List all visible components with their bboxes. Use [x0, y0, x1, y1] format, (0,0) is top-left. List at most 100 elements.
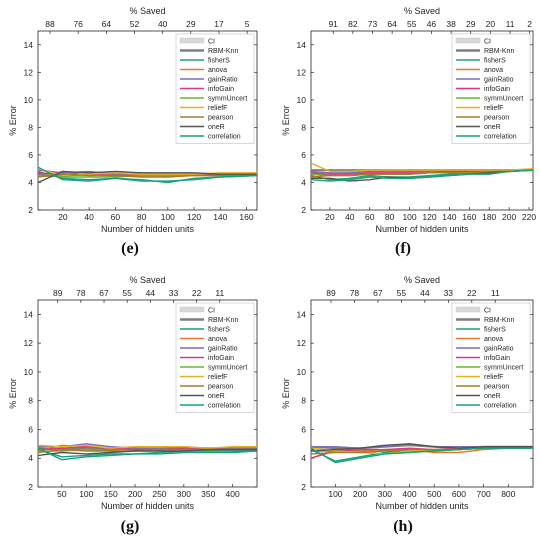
- x-tick-label: 20: [325, 212, 335, 222]
- top-tick-label: 82: [348, 19, 358, 29]
- legend-label: anova: [208, 67, 227, 74]
- top-tick-label: 44: [420, 288, 430, 298]
- legend-label: anova: [484, 336, 503, 343]
- x-tick-label: 160: [462, 212, 476, 222]
- x-tick-label: 200: [128, 489, 142, 499]
- legend-label: infoGain: [208, 86, 234, 93]
- legend-swatch-CI: [179, 306, 205, 313]
- series-line-correlation: [37, 447, 258, 461]
- legend-label: oneR: [208, 393, 225, 400]
- y-tick-label: 4: [28, 177, 33, 187]
- top-tick-label: 55: [407, 19, 417, 29]
- y-tick-label: 10: [297, 95, 307, 105]
- legend-label: anova: [484, 67, 503, 74]
- top-tick-label: 76: [73, 19, 83, 29]
- legend-label: reliefF: [484, 374, 503, 381]
- top-tick-label: 38: [446, 19, 456, 29]
- x-tick-label: 300: [177, 489, 191, 499]
- x-tick-label: 350: [201, 489, 215, 499]
- x-tick-label: 150: [104, 489, 118, 499]
- y-tick-label: 14: [24, 309, 34, 319]
- y-tick-label: 10: [297, 367, 307, 377]
- top-tick-label: 46: [427, 19, 437, 29]
- x-tick-label: 100: [161, 212, 175, 222]
- y-tick-label: 10: [24, 367, 34, 377]
- x-tick-label: 120: [422, 212, 436, 222]
- legend-label: pearson: [208, 115, 233, 122]
- y-tick-label: 10: [24, 95, 34, 105]
- y-axis-label: % Error: [281, 105, 291, 136]
- legend-label: infoGain: [208, 355, 234, 362]
- legend-label: correlation: [484, 134, 517, 141]
- top-tick-label: 64: [102, 19, 112, 29]
- legend-label: gainRatio: [208, 346, 238, 353]
- legend-label: oneR: [484, 124, 501, 131]
- y-tick-label: 14: [297, 40, 307, 50]
- x-axis-label: Number of hidden units: [101, 224, 195, 234]
- top-tick-label: 64: [387, 19, 397, 29]
- legend-label: RBM-Knn: [208, 48, 238, 55]
- legend-label: pearson: [484, 384, 509, 391]
- legend-swatch-CI: [179, 37, 205, 44]
- top-tick-label: 78: [350, 288, 360, 298]
- legend-label: gainRatio: [484, 77, 514, 84]
- legend-label: reliefF: [208, 105, 227, 112]
- chart-panel: 2 4 6 8 10 12 14 20 40 60 80 100 120 140 160 88 76 64 52 40…: [8, 6, 258, 234]
- x-tick-label: 60: [365, 212, 375, 222]
- x-tick-label: 180: [482, 212, 496, 222]
- top-tick-label: 78: [76, 288, 86, 298]
- y-tick-label: 6: [301, 424, 306, 434]
- top-tick-label: 2: [527, 19, 532, 29]
- chart-panel: 2 4 6 8 10 12 14 100 200 300 400 500 600 700 800 89 78 67…: [281, 275, 534, 511]
- y-axis-label: % Error: [8, 105, 18, 136]
- series-line-oneR: [37, 448, 257, 457]
- y-tick-label: 6: [28, 424, 33, 434]
- top-tick-label: 29: [466, 19, 476, 29]
- top-tick-label: 11: [506, 19, 515, 29]
- y-tick-label: 12: [297, 338, 307, 348]
- x-tick-label: 50: [57, 489, 67, 499]
- legend-label: fisherS: [484, 58, 506, 65]
- y-tick-label: 4: [28, 453, 33, 463]
- series-line-reliefF: [37, 444, 257, 449]
- legend-swatch-CI: [455, 306, 481, 313]
- top-tick-label: 11: [215, 288, 224, 298]
- x-axis-label: Number of hidden units: [375, 224, 469, 234]
- legend-label: anova: [208, 336, 227, 343]
- legend-label: RBM-Knn: [484, 317, 514, 324]
- panel-caption: (f): [395, 240, 411, 257]
- y-tick-label: 2: [301, 205, 306, 215]
- x-tick-label: 160: [239, 212, 253, 222]
- legend-label: symmUncert: [208, 96, 247, 103]
- x-tick-label: 40: [345, 212, 355, 222]
- y-tick-label: 6: [301, 150, 306, 160]
- legend-label: correlation: [208, 403, 241, 410]
- legend-label: CI: [484, 308, 491, 315]
- legend-label: reliefF: [484, 105, 503, 112]
- x-tick-label: 100: [402, 212, 416, 222]
- x-tick-label: 20: [58, 212, 68, 222]
- legend-label: RBM-Knn: [484, 48, 514, 55]
- y-tick-label: 12: [24, 67, 34, 77]
- y-tick-label: 4: [301, 453, 306, 463]
- legend-label: symmUncert: [484, 96, 523, 103]
- top-axis-label: % Saved: [404, 275, 440, 285]
- top-axis-label: % Saved: [129, 6, 165, 16]
- x-tick-label: 400: [226, 489, 240, 499]
- x-tick-label: 80: [385, 212, 395, 222]
- y-tick-label: 2: [28, 482, 33, 492]
- series-line-oneR: [310, 443, 533, 452]
- legend-label: reliefF: [208, 374, 227, 381]
- legend-swatch-CI: [455, 37, 481, 44]
- legend-label: RBM-Knn: [208, 317, 238, 324]
- y-axis-label: % Error: [281, 378, 291, 409]
- y-tick-label: 8: [301, 396, 306, 406]
- top-tick-label: 55: [122, 288, 132, 298]
- x-tick-label: 100: [328, 489, 342, 499]
- x-tick-label: 80: [137, 212, 147, 222]
- y-tick-label: 8: [28, 396, 33, 406]
- y-tick-label: 8: [28, 122, 33, 132]
- legend-label: gainRatio: [208, 77, 238, 84]
- legend-label: CI: [484, 39, 491, 46]
